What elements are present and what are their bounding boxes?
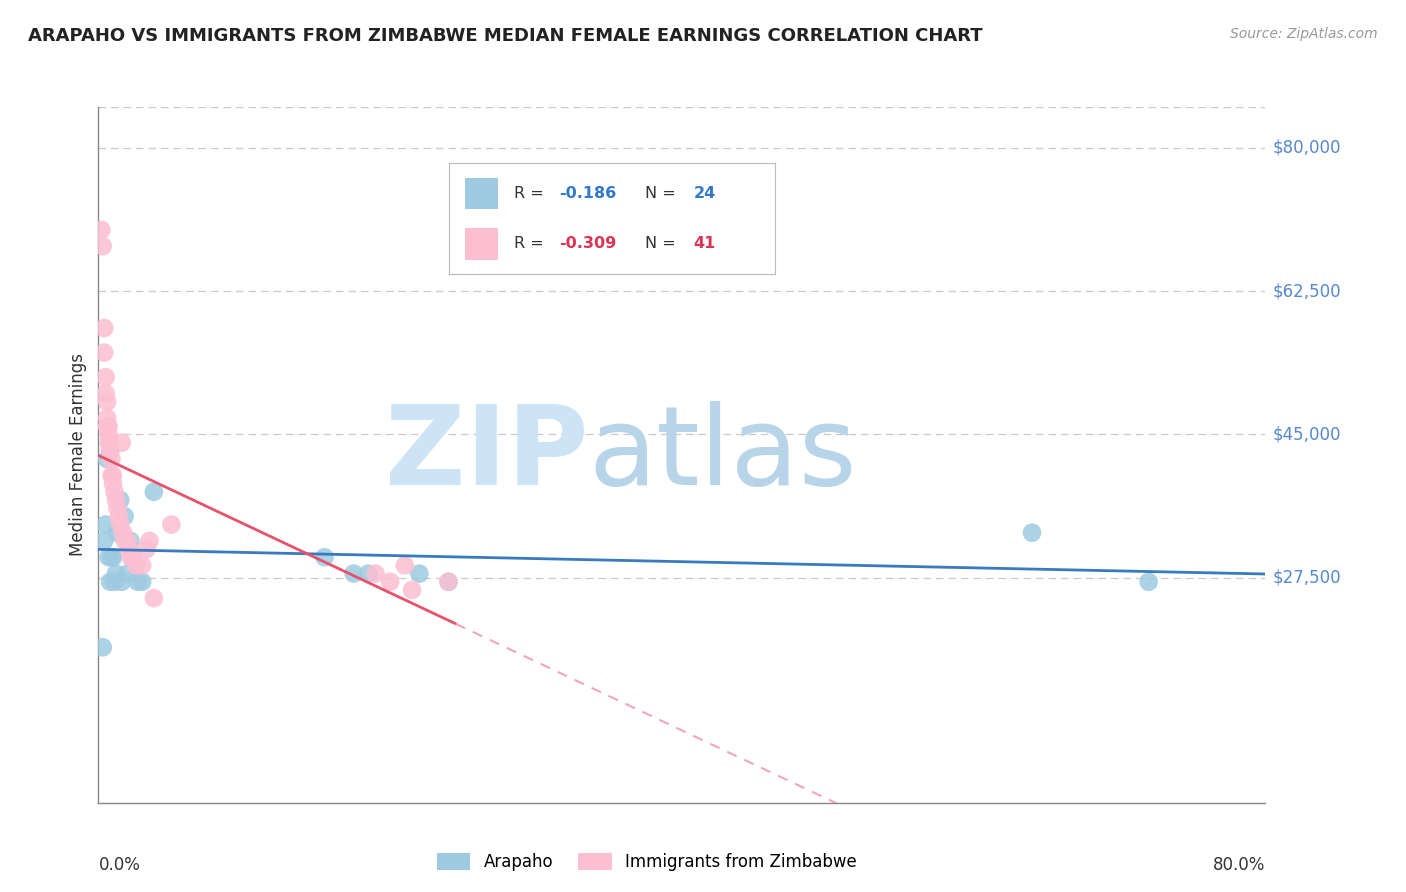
Point (96, 419, 118, 434)
Point (97, 427, 120, 442)
Point (142, 591, 165, 606)
Point (408, 566, 430, 581)
Point (1021, 525, 1043, 540)
Point (114, 533, 136, 548)
Point (98, 574, 121, 589)
Point (127, 574, 149, 589)
Point (112, 525, 135, 540)
Point (401, 582, 423, 597)
Point (394, 558, 416, 573)
Point (98, 443, 121, 458)
Text: $27,500: $27,500 (1272, 569, 1341, 587)
Text: $45,000: $45,000 (1272, 425, 1341, 443)
Point (94, 370, 117, 384)
Text: atlas: atlas (589, 401, 858, 508)
Point (93, 533, 115, 548)
Point (91, 640, 114, 655)
Point (120, 533, 142, 548)
Point (97, 435, 120, 450)
Point (437, 574, 460, 589)
Point (110, 492, 132, 507)
Point (110, 517, 132, 532)
Point (160, 517, 183, 532)
Point (1137, 574, 1160, 589)
Point (131, 558, 153, 573)
Text: ZIP: ZIP (385, 401, 589, 508)
Point (94, 386, 117, 401)
Text: ARAPAHO VS IMMIGRANTS FROM ZIMBABWE MEDIAN FEMALE EARNINGS CORRELATION CHART: ARAPAHO VS IMMIGRANTS FROM ZIMBABWE MEDI… (28, 27, 983, 45)
Point (103, 574, 125, 589)
Point (378, 574, 402, 589)
Point (91, 239, 114, 253)
Point (122, 550, 145, 565)
Point (120, 550, 142, 565)
Point (117, 533, 139, 548)
Text: 0.0%: 0.0% (98, 856, 141, 874)
Point (364, 566, 387, 581)
Point (97, 419, 120, 434)
Point (118, 542, 141, 557)
Point (90, 223, 112, 237)
Point (357, 566, 380, 581)
Point (96, 411, 118, 425)
Point (100, 550, 122, 565)
Point (93, 345, 115, 359)
Legend: Arapaho, Immigrants from Zimbabwe: Arapaho, Immigrants from Zimbabwe (430, 847, 863, 878)
Point (100, 452, 122, 467)
Point (101, 550, 124, 565)
Point (94, 517, 117, 532)
Point (96, 452, 118, 467)
Y-axis label: Median Female Earnings: Median Female Earnings (69, 353, 87, 557)
Point (314, 550, 336, 565)
Point (111, 435, 134, 450)
Point (103, 484, 125, 499)
Point (101, 468, 124, 483)
Point (104, 492, 127, 507)
Text: $62,500: $62,500 (1272, 282, 1341, 301)
Point (98, 443, 121, 458)
Point (117, 566, 139, 581)
Text: 80.0%: 80.0% (1213, 856, 1265, 874)
Point (100, 468, 122, 483)
Point (101, 476, 124, 491)
Text: Source: ZipAtlas.com: Source: ZipAtlas.com (1230, 27, 1378, 41)
Point (114, 509, 136, 524)
Point (138, 533, 160, 548)
Point (108, 509, 131, 524)
Point (105, 525, 128, 540)
Point (97, 550, 120, 565)
Point (105, 501, 128, 516)
Text: $80,000: $80,000 (1272, 139, 1341, 157)
Point (104, 566, 127, 581)
Point (142, 484, 165, 499)
Point (93, 321, 115, 335)
Point (437, 574, 460, 589)
Point (135, 542, 157, 557)
Point (131, 574, 153, 589)
Point (343, 566, 366, 581)
Point (96, 394, 118, 409)
Point (125, 558, 148, 573)
Point (111, 574, 134, 589)
Point (122, 550, 145, 565)
Point (98, 435, 121, 450)
